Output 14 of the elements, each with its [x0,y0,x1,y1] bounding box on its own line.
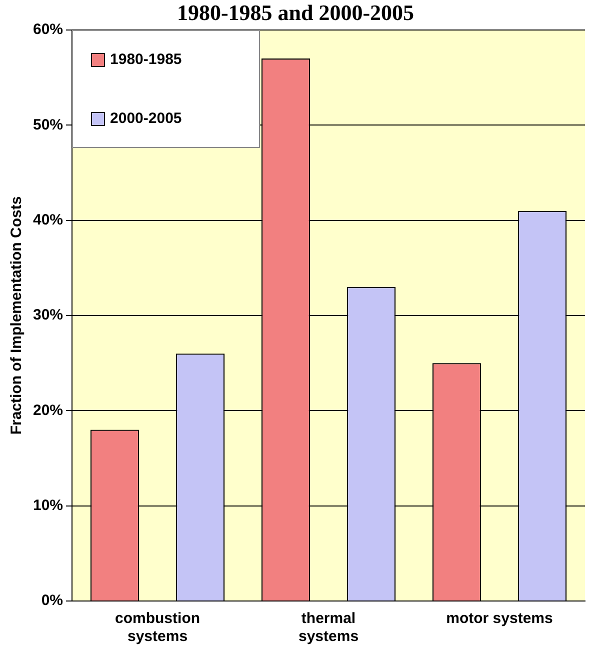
x-tick-label: motor systems [446,610,553,628]
y-tick-label: 20% [32,402,64,419]
x-tick-label: combustion systems [115,610,200,646]
y-tick-label: 10% [32,496,64,514]
x-tick-label: thermal systems [298,610,359,646]
y-axis-title: Fraction of Implementation Costs [8,196,26,435]
y-tick-label: 30% [32,306,64,324]
y-tick-label: 50% [32,116,64,134]
y-tick-label: 40% [32,211,64,228]
legend-label: 2000-2005 [110,110,182,127]
chart-title: 1980-1985 and 2000-2005 [176,0,414,25]
legend-label: 1980-1985 [110,51,182,68]
y-tick-label: 0% [41,592,64,610]
y-tick-label: 60% [32,21,64,38]
